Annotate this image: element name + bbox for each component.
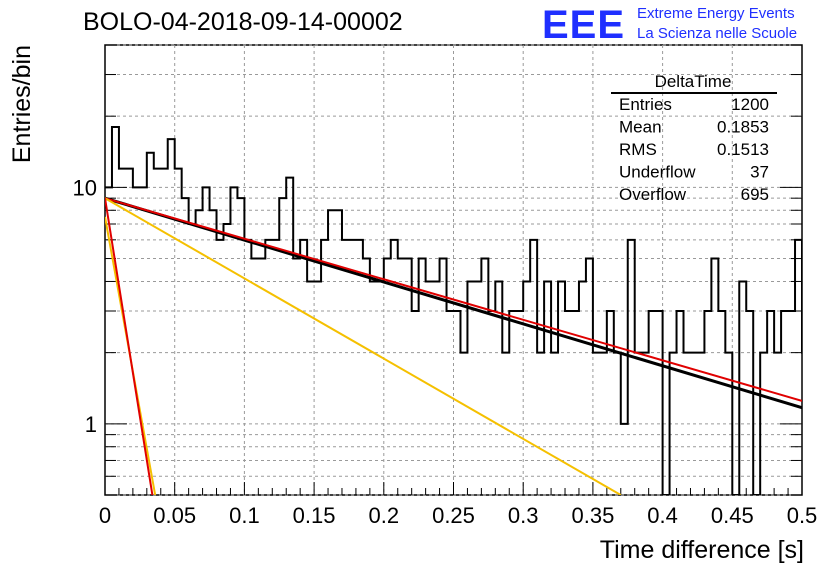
stats-value: 0.1513 [717, 140, 769, 159]
x-tick-label: 0.45 [711, 503, 754, 528]
stats-value: 0.1853 [717, 118, 769, 137]
logo-line-1: Extreme Energy Events [637, 5, 795, 22]
x-tick-label: 0 [99, 503, 111, 528]
stats-value: 695 [741, 185, 769, 204]
stats-label: Entries [619, 95, 672, 114]
histogram-outline [105, 126, 802, 495]
x-axis-label: Time difference [s] [600, 536, 804, 564]
histogram-bars [105, 126, 802, 495]
fit-line [105, 197, 802, 402]
stats-label: Overflow [619, 185, 687, 204]
logo-line-2: La Scienza nelle Scuole [637, 25, 797, 42]
x-tick-label: 0.4 [647, 503, 678, 528]
fit-line [105, 197, 622, 495]
x-tick-label: 0.15 [293, 503, 336, 528]
fit-line [105, 198, 154, 495]
stats-label: Mean [619, 118, 662, 137]
fit-curves [105, 196, 802, 495]
x-tick-label: 0.5 [787, 503, 818, 528]
eee-logo-mark: EEE [542, 3, 625, 47]
axes: 0 0.05 0.1 0.15 0.2 0.25 0.3 0.35 0.4 0.45 0.5 1 10 [73, 44, 818, 528]
stats-title: DeltaTime [655, 72, 732, 91]
stats-value: 1200 [731, 95, 769, 114]
x-tick-label: 0.25 [432, 503, 475, 528]
y-axis-label: Entries/bin [8, 45, 36, 163]
x-tick-label: 0.2 [369, 503, 400, 528]
x-tick-label: 0.1 [229, 503, 260, 528]
grid-lines [105, 44, 802, 496]
fit-line [105, 196, 802, 410]
stats-label: RMS [619, 140, 657, 159]
stats-value: 37 [750, 163, 769, 182]
x-tick-label: 0.3 [508, 503, 539, 528]
stats-box: DeltaTime Entries 1200 Mean 0.1853 RMS 0.1513… [611, 72, 777, 204]
stats-label: Underflow [619, 163, 696, 182]
y-tick-label: 10 [73, 175, 97, 200]
chart-title: BOLO-04-2018-09-14-00002 [83, 8, 403, 36]
y-tick-label: 1 [85, 412, 97, 437]
x-tick-label: 0.05 [153, 503, 196, 528]
x-tick-label: 0.35 [571, 503, 614, 528]
eee-logo: EEE Extreme Energy Events La Scienza nel… [542, 3, 797, 47]
